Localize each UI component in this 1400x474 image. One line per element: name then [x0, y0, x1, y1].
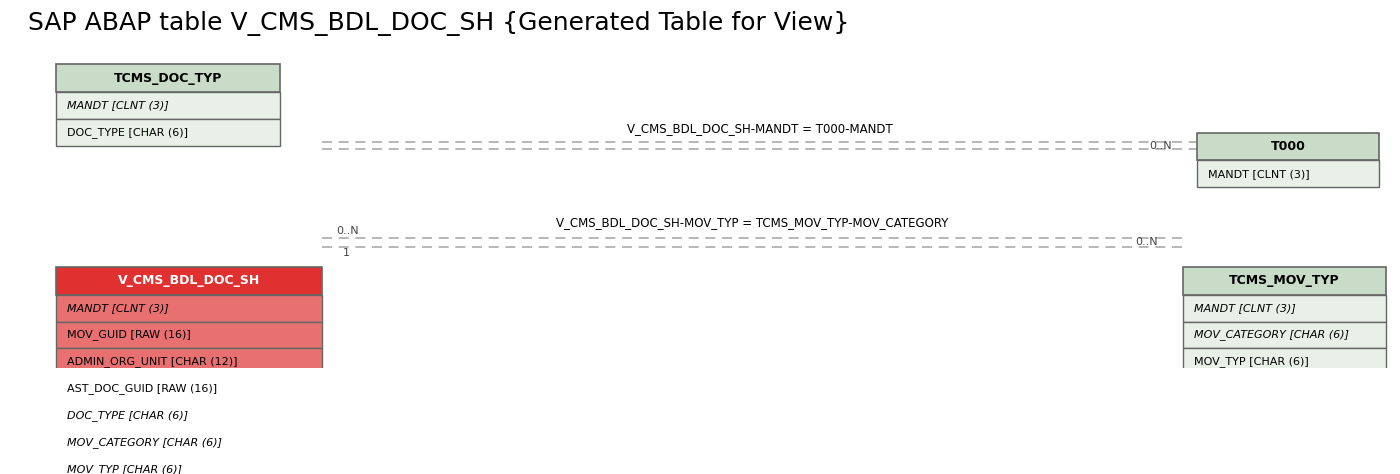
Text: V_CMS_BDL_DOC_SH-MANDT = T000-MANDT: V_CMS_BDL_DOC_SH-MANDT = T000-MANDT — [627, 122, 892, 136]
FancyBboxPatch shape — [56, 295, 322, 321]
FancyBboxPatch shape — [56, 429, 322, 456]
Text: MOV_CATEGORY [CHAR (6)]: MOV_CATEGORY [CHAR (6)] — [1194, 329, 1350, 340]
FancyBboxPatch shape — [56, 64, 280, 92]
Text: MOV_GUID [RAW (16)]: MOV_GUID [RAW (16)] — [67, 329, 190, 340]
FancyBboxPatch shape — [1197, 133, 1379, 160]
Text: DOC_TYPE [CHAR (6)]: DOC_TYPE [CHAR (6)] — [67, 410, 189, 421]
FancyBboxPatch shape — [56, 119, 280, 146]
Text: 0..N: 0..N — [336, 226, 358, 236]
FancyBboxPatch shape — [56, 92, 280, 119]
Text: T000: T000 — [1271, 140, 1305, 153]
Text: V_CMS_BDL_DOC_SH-MOV_TYP = TCMS_MOV_TYP-MOV_CATEGORY: V_CMS_BDL_DOC_SH-MOV_TYP = TCMS_MOV_TYP-… — [556, 216, 949, 229]
Text: ADMIN_ORG_UNIT [CHAR (12)]: ADMIN_ORG_UNIT [CHAR (12)] — [67, 356, 238, 367]
Text: 0..N: 0..N — [1149, 140, 1172, 151]
Text: MOV_TYP [CHAR (6)]: MOV_TYP [CHAR (6)] — [1194, 356, 1309, 367]
Text: TCMS_MOV_TYP: TCMS_MOV_TYP — [1229, 274, 1340, 287]
Text: MANDT [CLNT (3)]: MANDT [CLNT (3)] — [1208, 169, 1310, 179]
FancyBboxPatch shape — [56, 456, 322, 474]
Text: MANDT [CLNT (3)]: MANDT [CLNT (3)] — [1194, 303, 1296, 313]
Text: V_CMS_BDL_DOC_SH: V_CMS_BDL_DOC_SH — [118, 274, 260, 287]
Text: MANDT [CLNT (3)]: MANDT [CLNT (3)] — [67, 303, 169, 313]
FancyBboxPatch shape — [1183, 295, 1386, 321]
Text: 1: 1 — [343, 248, 350, 258]
FancyBboxPatch shape — [56, 375, 322, 402]
FancyBboxPatch shape — [1183, 321, 1386, 348]
FancyBboxPatch shape — [1183, 267, 1386, 295]
Text: MOV_TYP [CHAR (6)]: MOV_TYP [CHAR (6)] — [67, 464, 182, 474]
Text: DOC_TYPE [CHAR (6)]: DOC_TYPE [CHAR (6)] — [67, 127, 188, 138]
FancyBboxPatch shape — [1197, 160, 1379, 187]
Text: 0..N: 0..N — [1135, 237, 1158, 247]
FancyBboxPatch shape — [56, 267, 322, 295]
FancyBboxPatch shape — [56, 321, 322, 348]
Text: TCMS_DOC_TYP: TCMS_DOC_TYP — [113, 72, 223, 85]
Text: MOV_CATEGORY [CHAR (6)]: MOV_CATEGORY [CHAR (6)] — [67, 437, 223, 448]
Text: SAP ABAP table V_CMS_BDL_DOC_SH {Generated Table for View}: SAP ABAP table V_CMS_BDL_DOC_SH {Generat… — [28, 11, 850, 36]
FancyBboxPatch shape — [56, 348, 322, 375]
Text: AST_DOC_GUID [RAW (16)]: AST_DOC_GUID [RAW (16)] — [67, 383, 217, 394]
Text: MANDT [CLNT (3)]: MANDT [CLNT (3)] — [67, 100, 169, 110]
FancyBboxPatch shape — [1183, 348, 1386, 375]
FancyBboxPatch shape — [56, 402, 322, 429]
